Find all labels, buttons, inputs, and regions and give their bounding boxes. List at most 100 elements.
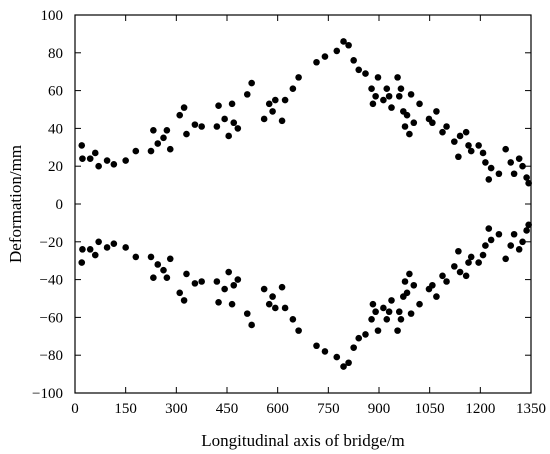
- y-tick-label: 0: [56, 197, 64, 213]
- data-point: [230, 119, 237, 126]
- y-tick-label: −100: [32, 386, 63, 402]
- data-point: [410, 119, 417, 126]
- data-point: [451, 138, 458, 145]
- data-point: [148, 148, 155, 155]
- data-point: [235, 125, 242, 132]
- data-point: [443, 278, 450, 285]
- data-point: [370, 301, 377, 308]
- data-point: [225, 269, 232, 276]
- data-point: [362, 331, 369, 338]
- data-point: [463, 273, 470, 280]
- data-point: [443, 123, 450, 130]
- data-point: [396, 93, 403, 100]
- data-point: [272, 97, 279, 104]
- data-point: [465, 142, 472, 149]
- data-point: [154, 261, 161, 268]
- data-point: [511, 231, 518, 238]
- data-point: [362, 70, 369, 77]
- data-point: [516, 155, 523, 162]
- data-point: [78, 142, 85, 149]
- data-point: [516, 246, 523, 253]
- data-point: [496, 170, 503, 177]
- data-point: [355, 335, 362, 342]
- x-tick-label: 1200: [465, 401, 495, 417]
- data-point: [439, 273, 446, 280]
- data-point: [313, 342, 320, 349]
- data-point: [355, 67, 362, 74]
- data-point: [266, 101, 273, 108]
- data-point: [214, 123, 221, 130]
- data-point: [433, 293, 440, 300]
- x-tick-label: 600: [266, 401, 289, 417]
- x-tick-label: 1350: [516, 401, 546, 417]
- data-point: [519, 239, 526, 246]
- data-point: [79, 155, 86, 162]
- data-point: [475, 259, 482, 266]
- data-point: [394, 327, 401, 334]
- data-point: [502, 146, 509, 153]
- data-point: [404, 290, 411, 297]
- data-point: [398, 316, 405, 323]
- data-point: [176, 290, 183, 297]
- y-tick-label: −60: [40, 310, 63, 326]
- data-point: [133, 254, 140, 261]
- data-point: [429, 282, 436, 289]
- data-point: [372, 308, 379, 315]
- data-point: [150, 274, 157, 281]
- data-point: [313, 59, 320, 66]
- data-point: [167, 256, 174, 263]
- data-point: [475, 142, 482, 149]
- data-point: [388, 104, 395, 111]
- data-point: [463, 129, 470, 136]
- data-point: [104, 157, 111, 164]
- data-point: [350, 344, 357, 351]
- data-point: [244, 91, 251, 98]
- y-tick-label: −20: [40, 235, 63, 251]
- data-point: [79, 246, 86, 253]
- data-point: [406, 271, 413, 278]
- data-point: [160, 135, 167, 142]
- data-point: [372, 93, 379, 100]
- data-point: [511, 170, 518, 177]
- data-point: [480, 150, 487, 157]
- data-point: [272, 305, 279, 312]
- data-point: [279, 118, 286, 125]
- data-point: [95, 163, 102, 170]
- y-tick-label: 40: [48, 121, 63, 137]
- data-point: [266, 301, 273, 308]
- data-point: [375, 327, 382, 334]
- data-point: [215, 299, 222, 306]
- data-point: [455, 248, 462, 255]
- data-point: [295, 327, 302, 334]
- y-tick-label: −40: [40, 273, 63, 289]
- data-point: [468, 148, 475, 155]
- x-tick-label: 1050: [415, 401, 445, 417]
- data-point: [198, 123, 205, 130]
- data-point: [429, 119, 436, 126]
- data-point: [488, 165, 495, 172]
- data-point: [322, 348, 329, 355]
- data-point: [386, 308, 393, 315]
- data-point: [388, 297, 395, 304]
- data-point: [380, 305, 387, 312]
- data-point: [398, 85, 405, 92]
- data-point: [455, 153, 462, 160]
- data-point: [164, 127, 171, 134]
- data-point: [502, 256, 509, 263]
- data-point: [383, 316, 390, 323]
- data-point: [154, 140, 161, 147]
- data-point: [248, 322, 255, 329]
- data-point: [404, 112, 411, 119]
- data-point: [406, 131, 413, 138]
- data-point: [122, 244, 129, 251]
- data-point: [386, 93, 393, 100]
- data-point: [295, 74, 302, 81]
- data-point: [133, 148, 140, 155]
- data-point: [375, 74, 382, 81]
- x-tick-label: 0: [71, 401, 79, 417]
- data-point: [248, 80, 255, 87]
- data-point: [333, 354, 340, 361]
- y-tick-label: 60: [48, 84, 63, 100]
- data-point: [183, 131, 190, 138]
